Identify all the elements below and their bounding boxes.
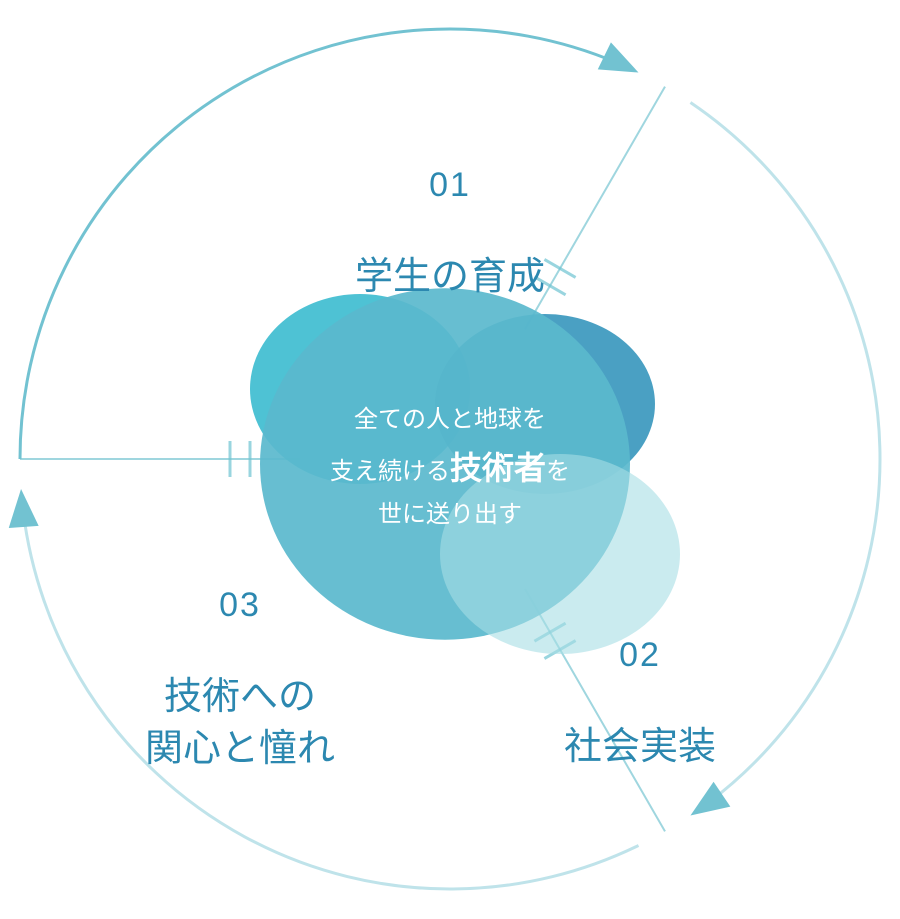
center-line1: 全ての人と地球を bbox=[330, 400, 570, 441]
section-01: 01 学生の育成 bbox=[355, 120, 545, 347]
section-02: 02 社会実装 bbox=[564, 590, 716, 817]
center-text: 全ての人と地球を 支え続ける技術者を 世に送り出す bbox=[330, 400, 570, 536]
center-line2: 支え続ける技術者を bbox=[330, 441, 570, 495]
center-line2c: を bbox=[546, 458, 570, 485]
section-03-num: 03 bbox=[145, 583, 335, 629]
section-03: 03 技術への 関心と憧れ bbox=[145, 540, 335, 818]
center-line2b: 技術者 bbox=[450, 450, 546, 486]
cycle-diagram: 01 学生の育成 02 社会実装 03 技術への 関心と憧れ 全ての人と地球を … bbox=[0, 0, 900, 919]
section-01-num: 01 bbox=[355, 163, 545, 209]
section-01-title: 学生の育成 bbox=[355, 252, 545, 303]
section-03-title: 技術への 関心と憧れ bbox=[145, 672, 335, 775]
section-02-title: 社会実装 bbox=[564, 722, 716, 773]
center-line3: 世に送り出す bbox=[330, 495, 570, 536]
center-line2a: 支え続ける bbox=[330, 458, 450, 485]
section-02-num: 02 bbox=[564, 633, 716, 679]
